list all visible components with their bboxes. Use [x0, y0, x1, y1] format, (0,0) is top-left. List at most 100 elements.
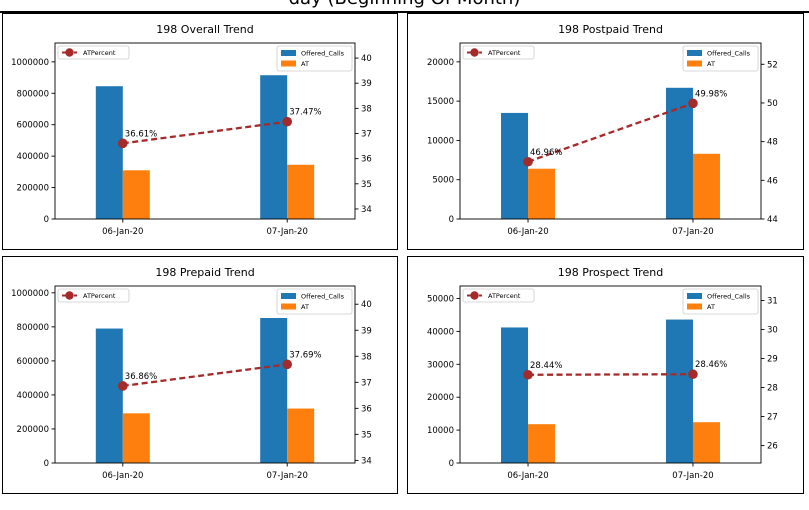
y-tick-label: 1000000 [11, 58, 49, 68]
y2-tick-label: 40 [361, 54, 372, 64]
at-bar [122, 170, 150, 219]
offered-calls-bar [501, 327, 529, 463]
legend-label: Offered_Calls [707, 293, 751, 301]
offered-calls-bar [95, 86, 123, 219]
legend-swatch [281, 303, 296, 310]
x-tick-label: 06-Jan-20 [102, 227, 143, 237]
atpercent-point [118, 138, 128, 149]
x-tick-label: 06-Jan-20 [102, 471, 143, 481]
y2-tick-label: 34 [361, 205, 372, 215]
legend-swatch [281, 293, 296, 299]
chart-panel-prepaid: 198 Prepaid Trend 0 200000 400000 600000 8000… [2, 256, 398, 494]
at-bar [287, 164, 315, 219]
y2-tick-label: 27 [767, 413, 778, 423]
chart-svg: 198 Overall Trend 0 200000 400000 600000 8000… [11, 23, 372, 237]
chart-panel-overall: 198 Overall Trend 0 200000 400000 600000 8000… [2, 13, 398, 250]
legend-left: ATPercent [57, 45, 130, 60]
legend-right: Offered_Calls AT [682, 288, 759, 315]
page-heading-strip: day (Beginning Of Month) [0, 0, 809, 18]
legend-label: AT [707, 60, 715, 68]
y2-tick-label: 48 [767, 138, 778, 148]
at-bar [528, 424, 556, 463]
plot-frame [459, 285, 762, 464]
y2-tick-label: 26 [767, 442, 778, 452]
legend-marker [470, 48, 479, 57]
y-tick-label: 0 [449, 215, 454, 225]
legend-swatch [687, 50, 702, 56]
legend-box [462, 288, 535, 303]
legend-label: Offered_Calls [301, 50, 345, 58]
atpercent-point [688, 369, 698, 380]
y-tick-label: 600000 [17, 357, 49, 367]
atpercent-data-label: 28.46% [695, 360, 727, 370]
offered-calls-bar [665, 319, 693, 463]
y-tick-label: 10000 [427, 426, 454, 436]
atpercent-point [282, 116, 293, 127]
legend-swatch [281, 60, 296, 67]
y-tick-label: 200000 [17, 184, 49, 194]
chart-title: 198 Prepaid Trend [155, 266, 254, 279]
legend-label: Offered_Calls [707, 50, 751, 58]
atpercent-line [527, 102, 694, 163]
legend-marker [65, 291, 74, 300]
y-tick-label: 200000 [17, 425, 49, 435]
legend-box [462, 45, 535, 60]
y2-tick-label: 39 [361, 79, 372, 89]
offered-calls-bar [501, 112, 529, 219]
y-tick-label: 800000 [17, 323, 49, 333]
legend-swatch [281, 50, 296, 56]
atpercent-line [528, 373, 693, 376]
legend-swatch [687, 303, 702, 310]
page-heading: day (Beginning Of Month) [0, 0, 809, 9]
legend-right: Offered_Calls AT [276, 288, 353, 315]
legend-marker [65, 48, 74, 57]
offered-calls-bar [665, 87, 693, 220]
y-tick-label: 400000 [17, 391, 49, 401]
y-tick-label: 10000 [427, 136, 454, 146]
at-bar [692, 153, 720, 219]
atpercent-data-label: 46.96% [530, 148, 562, 158]
legend-swatch [687, 293, 702, 299]
atpercent-data-label: 37.47% [289, 108, 321, 118]
at-bar [122, 413, 150, 463]
y2-tick-label: 35 [361, 180, 372, 190]
at-bar [287, 408, 315, 463]
chart-svg: 198 Prepaid Trend 0 200000 400000 600000 8000… [11, 266, 372, 481]
y-tick-label: 50000 [427, 295, 454, 305]
y-tick-label: 600000 [17, 121, 49, 131]
atpercent-point [523, 156, 533, 167]
y2-tick-label: 38 [361, 352, 372, 362]
y2-tick-label: 30 [767, 326, 778, 336]
x-tick-label: 07-Jan-20 [672, 471, 713, 481]
offered-calls-bar [260, 75, 288, 219]
atpercent-data-label: 49.98% [695, 89, 727, 99]
legend-label: Offered_Calls [301, 293, 345, 301]
y-tick-label: 15000 [427, 97, 454, 107]
atpercent-data-label: 36.61% [125, 129, 157, 139]
y2-tick-label: 52 [767, 60, 778, 70]
legend-label-atpercent: ATPercent [83, 292, 116, 300]
x-tick-label: 06-Jan-20 [507, 471, 548, 481]
chart-panel-prospect: 198 Prospect Trend 0 10000 20000 30000 40000 5… [407, 256, 804, 494]
y2-tick-label: 50 [767, 99, 778, 109]
atpercent-line [122, 363, 288, 388]
legend-label-atpercent: ATPercent [488, 49, 521, 57]
legend-right: Offered_Calls AT [682, 45, 759, 72]
y2-tick-label: 40 [361, 300, 372, 310]
legend-box [57, 288, 130, 303]
plot-frame [54, 42, 356, 220]
y-tick-label: 400000 [17, 152, 49, 162]
y2-tick-label: 39 [361, 326, 372, 336]
x-tick-label: 07-Jan-20 [267, 227, 308, 237]
atpercent-data-label: 28.44% [530, 361, 562, 371]
plot-frame [54, 285, 356, 464]
y2-tick-label: 35 [361, 430, 372, 440]
y2-tick-label: 31 [767, 297, 778, 307]
heading-rule [0, 11, 809, 13]
legend-left: ATPercent [462, 45, 535, 60]
chart-svg: 198 Prospect Trend 0 10000 20000 30000 40000 5… [427, 266, 778, 481]
chart-title: 198 Overall Trend [156, 23, 253, 36]
x-tick-label: 07-Jan-20 [672, 227, 713, 237]
atpercent-point [118, 381, 128, 391]
atpercent-point [282, 359, 293, 370]
